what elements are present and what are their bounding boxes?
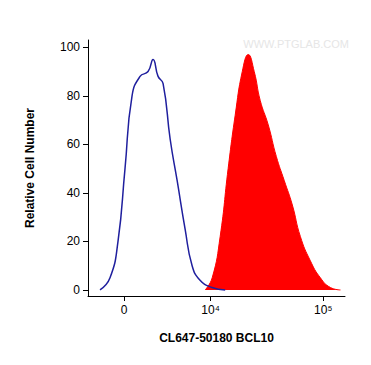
svg-text:Relative Cell Number: Relative Cell Number bbox=[23, 108, 37, 228]
svg-text:20: 20 bbox=[67, 234, 81, 248]
svg-text:100: 100 bbox=[60, 40, 80, 54]
svg-text:10⁵: 10⁵ bbox=[314, 303, 332, 317]
svg-text:10⁴: 10⁴ bbox=[201, 303, 220, 317]
svg-text:40: 40 bbox=[67, 186, 81, 200]
svg-text:80: 80 bbox=[67, 89, 81, 103]
svg-text:0: 0 bbox=[73, 283, 80, 297]
svg-text:60: 60 bbox=[67, 137, 81, 151]
svg-text:0: 0 bbox=[121, 303, 128, 317]
svg-text:WWW.PTGLAB.COM: WWW.PTGLAB.COM bbox=[243, 38, 349, 50]
svg-text:CL647-50180 BCL10: CL647-50180 BCL10 bbox=[159, 331, 274, 345]
